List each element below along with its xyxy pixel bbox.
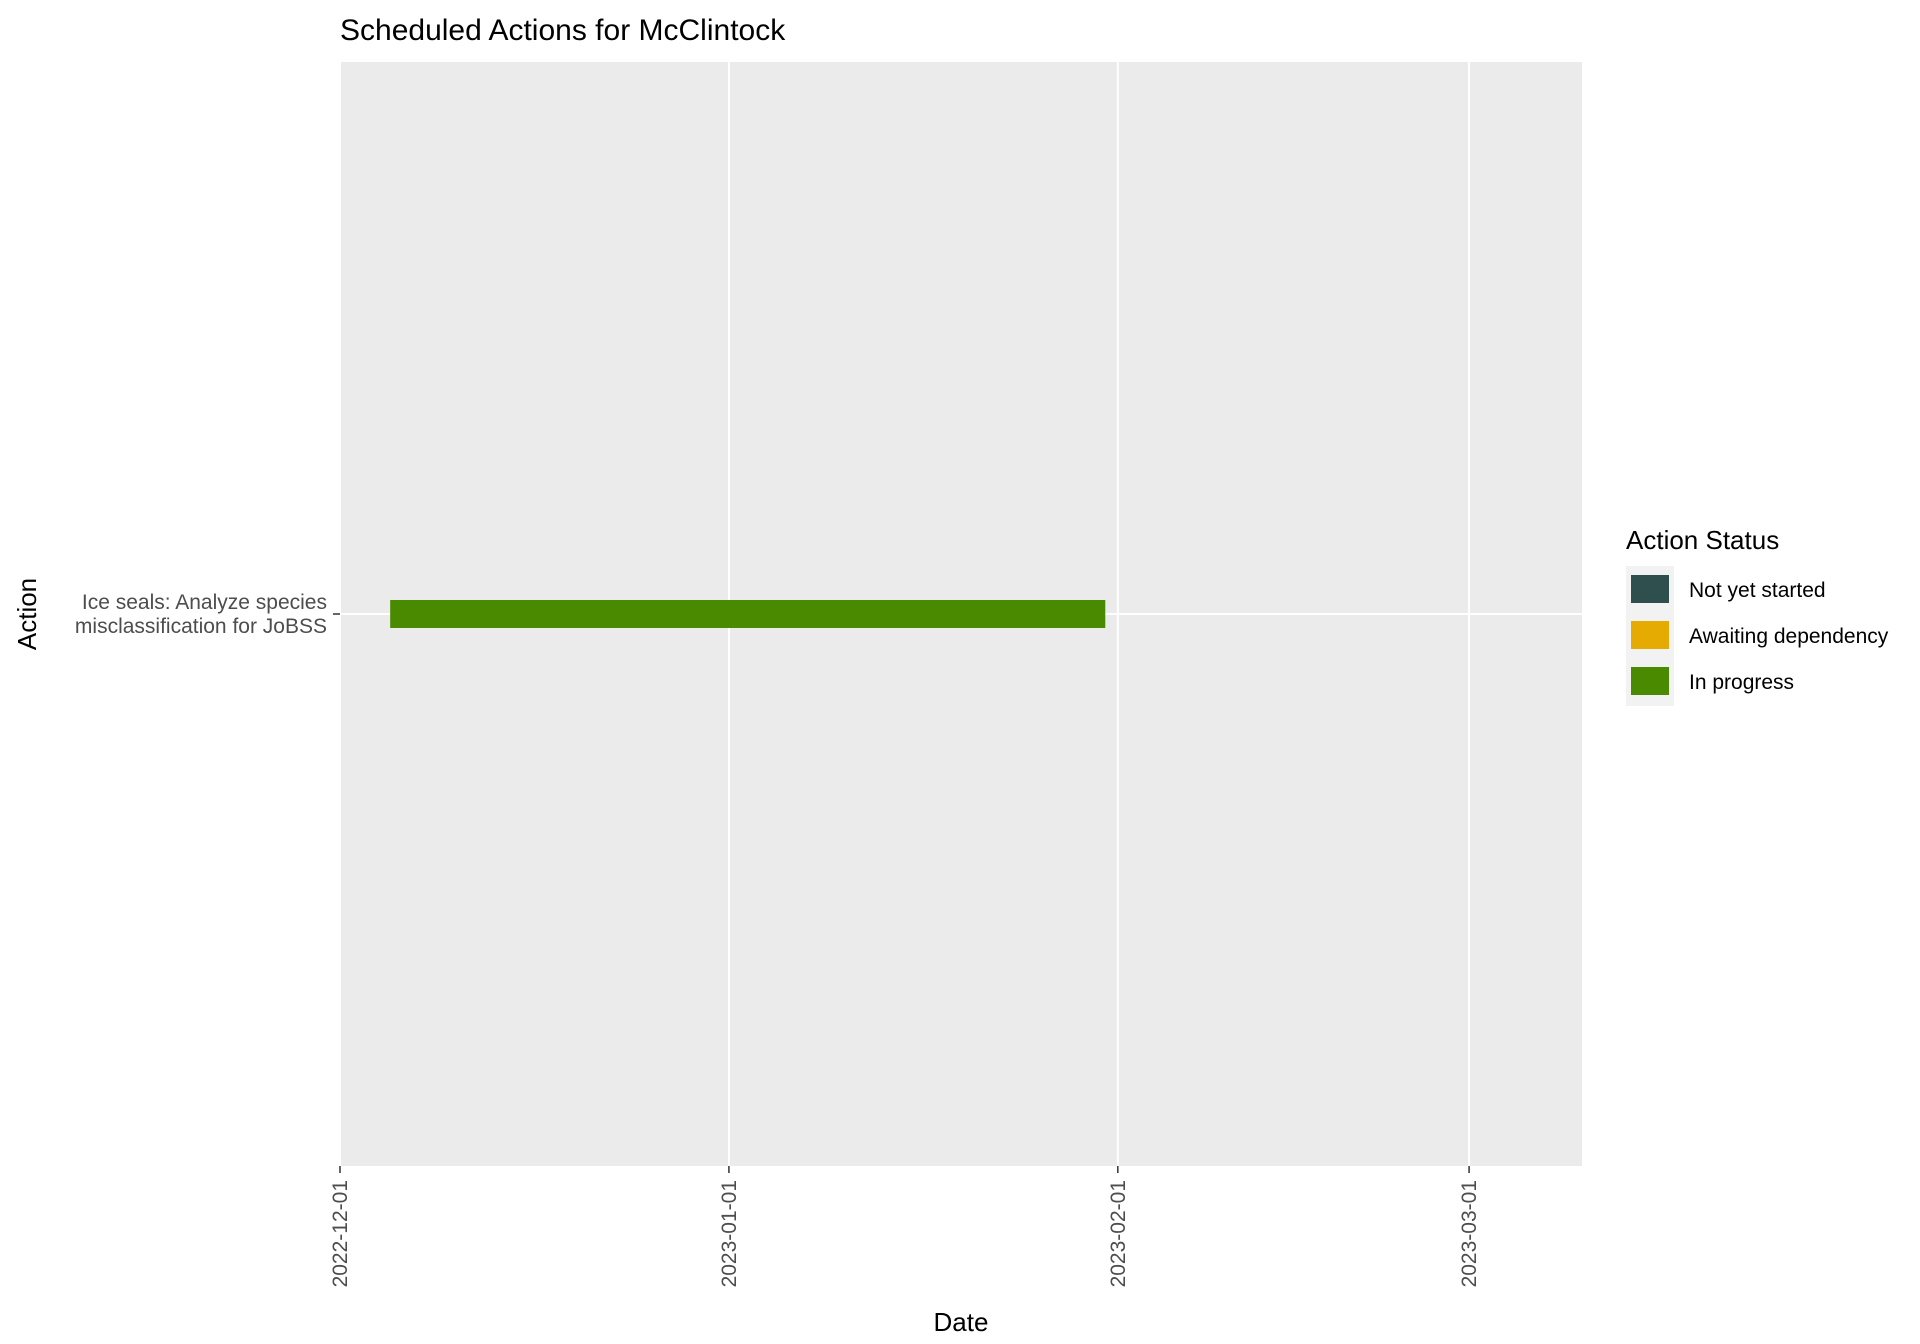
- x-tick-label: 2023-02-01: [1107, 1180, 1130, 1287]
- x-axis-title: Date: [934, 1307, 989, 1337]
- legend-label: In progress: [1689, 671, 1794, 694]
- x-axis: 2022-12-01 2023-01-01 2023-02-01 2023-03-01: [329, 1166, 1481, 1287]
- legend-label: Awaiting dependency: [1689, 625, 1889, 648]
- chart-title: Scheduled Actions for McClintock: [340, 14, 786, 47]
- legend: Action Status Not yet started Awaiting de…: [1626, 525, 1889, 706]
- x-tick-label: 2023-01-01: [718, 1180, 741, 1287]
- legend-swatch: [1631, 621, 1669, 649]
- x-tick-label: 2022-12-01: [329, 1180, 352, 1287]
- legend-items: Not yet started Awaiting dependency In pro…: [1626, 566, 1889, 706]
- y-axis: Ice seals: Analyze species misclassificat…: [75, 591, 340, 638]
- legend-swatch: [1631, 667, 1669, 695]
- y-tick-label: Ice seals: Analyze species misclassificat…: [75, 591, 327, 638]
- legend-swatch: [1631, 575, 1669, 603]
- legend-title: Action Status: [1626, 525, 1779, 555]
- task-bars: [390, 600, 1106, 628]
- task-bar: [390, 600, 1106, 628]
- x-tick-label: 2023-03-01: [1458, 1180, 1481, 1287]
- legend-label: Not yet started: [1689, 579, 1826, 602]
- y-axis-title: Action: [12, 578, 42, 650]
